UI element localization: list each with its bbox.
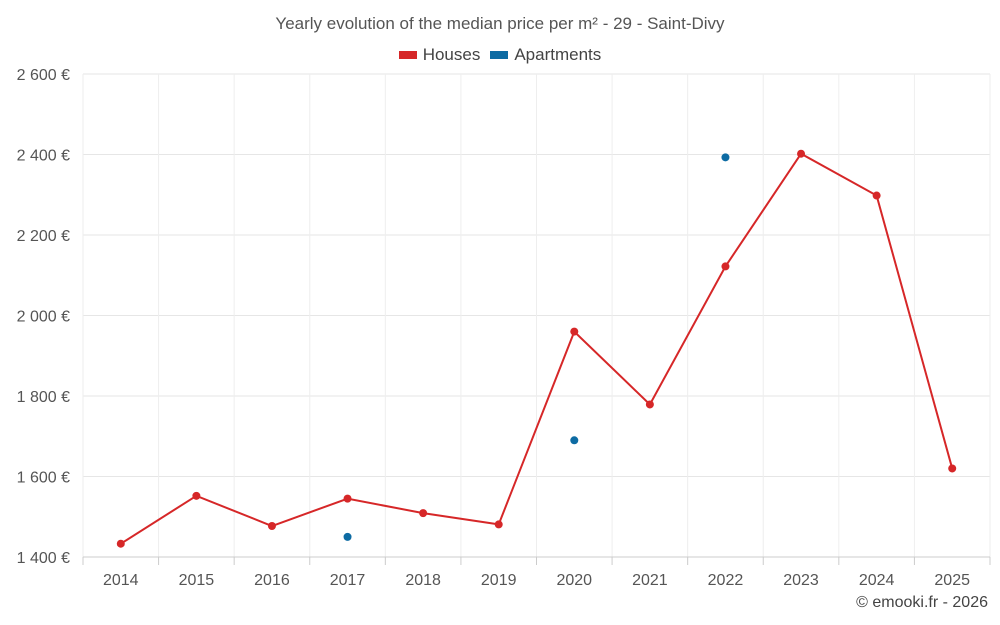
x-tick-label: 2016 — [254, 572, 290, 589]
data-point-houses-2015[interactable] — [192, 491, 201, 500]
data-point-houses-2019[interactable] — [494, 520, 503, 529]
y-tick-label: 2 200 € — [17, 228, 70, 245]
data-point-apartments-2017[interactable] — [343, 532, 352, 541]
x-tick-label: 2023 — [783, 572, 819, 589]
chart-legend: Houses Apartments — [0, 45, 1000, 65]
y-tick-label: 2 000 € — [17, 309, 70, 326]
x-tick-label: 2019 — [481, 572, 517, 589]
copyright-text: © emooki.fr - 2026 — [856, 594, 988, 611]
legend-swatch-apartments — [490, 51, 509, 59]
legend-label-apartments: Apartments — [514, 45, 602, 64]
chart-title: Yearly evolution of the median price per… — [275, 14, 725, 33]
data-point-houses-2017[interactable] — [343, 494, 352, 503]
data-point-houses-2018[interactable] — [419, 509, 428, 518]
data-point-houses-2022[interactable] — [721, 262, 730, 271]
x-tick-label: 2021 — [632, 572, 668, 589]
x-tick-label: 2022 — [708, 572, 744, 589]
x-tick-label: 2017 — [330, 572, 366, 589]
data-point-houses-2025[interactable] — [948, 464, 957, 473]
data-point-houses-2016[interactable] — [267, 522, 276, 531]
x-tick-label: 2014 — [103, 572, 139, 589]
legend-label-houses: Houses — [422, 45, 481, 64]
data-point-apartments-2022[interactable] — [721, 153, 730, 162]
legend-item-houses[interactable]: Houses — [398, 45, 481, 65]
data-point-houses-2014[interactable] — [116, 539, 125, 548]
data-point-houses-2024[interactable] — [872, 191, 881, 200]
y-tick-label: 1 400 € — [17, 550, 70, 567]
x-tick-label: 2025 — [934, 572, 970, 589]
legend-item-apartments[interactable]: Apartments — [490, 45, 601, 65]
y-tick-label: 2 600 € — [17, 67, 70, 84]
data-point-houses-2021[interactable] — [645, 400, 654, 409]
data-point-houses-2023[interactable] — [797, 149, 806, 158]
series-line-houses — [120, 152, 954, 545]
x-tick-label: 2018 — [405, 572, 441, 589]
legend-swatch-houses — [398, 51, 417, 59]
x-tick-label: 2015 — [179, 572, 215, 589]
y-tick-label: 2 400 € — [17, 148, 70, 165]
y-tick-label: 1 600 € — [17, 470, 70, 487]
y-tick-label: 1 800 € — [17, 389, 70, 406]
x-tick-label: 2020 — [556, 572, 592, 589]
data-point-apartments-2020[interactable] — [570, 436, 579, 445]
x-tick-label: 2024 — [859, 572, 895, 589]
data-point-houses-2020[interactable] — [570, 327, 579, 336]
